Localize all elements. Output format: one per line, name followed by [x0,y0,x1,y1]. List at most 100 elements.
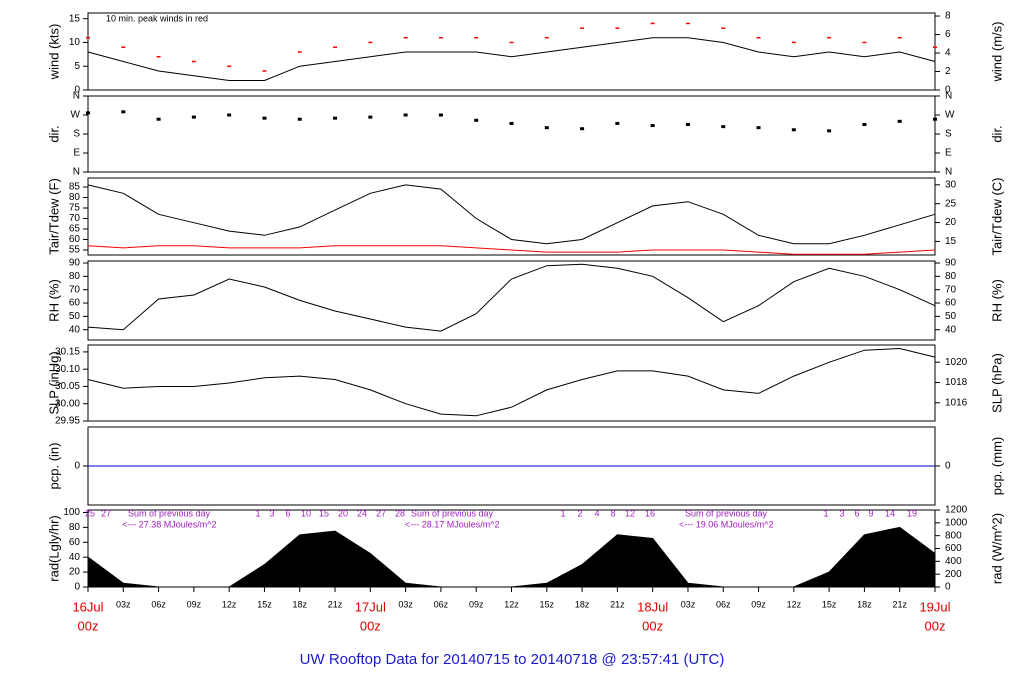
annotation: 10 min. peak winds in red [106,13,208,23]
y-axis-label: RH (%) [46,279,61,322]
x-tick-label: 12z [787,599,802,609]
y2-tick-label: N [945,91,952,102]
panel-frame [87,344,936,422]
dir-mark [438,113,443,117]
dir-mark [86,111,90,115]
y2-tick-label: 0 [945,85,951,96]
y2-tick-label: 30 [945,179,957,190]
hour-label: 6 [285,508,290,518]
y-tick-label: S [73,129,80,140]
y-tick-label: 80 [69,271,81,282]
dir-mark [827,129,832,133]
hour-label: 15 [319,508,329,518]
y2-tick-label: 0 [945,461,951,472]
y2-tick-label: 600 [945,543,962,554]
y-tick-label: 60 [69,298,81,309]
note-value: <--- 28.17 MJoules/m^2 [405,519,500,529]
hour-label: 1 [255,508,260,518]
y2-tick-label: 90 [945,258,957,269]
x-tick-label: 00z [642,618,663,633]
note-label: Sum of previous day [128,508,211,518]
dir-mark [933,117,937,121]
x-tick-label: 06z [716,599,731,609]
x-tick-label: 09z [751,599,766,609]
dir-mark [580,127,585,131]
y-axis-label: SLP (inHg) [46,351,61,414]
y-tick-label: 0 [74,582,80,593]
hour-label: 1 [823,508,828,518]
dir-mark [509,121,514,125]
y-tick-label: 65 [69,224,81,235]
y2-tick-label: W [945,110,955,121]
y2-tick-label: 400 [945,556,962,567]
y-tick-label: 30.05 [55,381,80,392]
x-tick-label: 00z [925,618,946,633]
hour-label: 4 [594,508,599,518]
y-tick-label: 100 [63,507,80,518]
y-tick-label: 90 [69,258,81,269]
dir-mark [544,126,549,130]
y2-tick-label: N [945,167,952,178]
x-tick-label: 03z [681,599,696,609]
y-tick-label: 60 [69,537,81,548]
dir-mark [333,116,338,120]
hour-label: 24 [357,508,367,518]
y2-tick-label: 6 [945,29,951,40]
hour-label: 14 [885,508,895,518]
dir-mark [121,110,126,114]
hour-label: 3 [269,508,274,518]
dir-mark [191,115,196,119]
dir-mark [403,113,408,117]
hour-label: 6 [854,508,859,518]
hour-label: 20 [338,508,348,518]
y2-tick-label: 70 [945,284,957,295]
hour-label: 10 [301,508,311,518]
hour-label: 19 [907,508,917,518]
y-tick-label: N [73,167,80,178]
y-tick-label: 80 [69,522,81,533]
hour-label: 27 [376,508,386,518]
panel-frame [87,12,936,91]
x-tick-label: 03z [398,599,413,609]
y-tick-label: 10 [69,37,81,48]
dir-mark [297,117,302,121]
dir-mark [897,119,902,123]
y-axis-label: pcp. (in) [46,443,61,490]
chart-title: UW Rooftop Data for 20140715 to 20140718… [300,651,725,668]
dir-mark [262,116,267,120]
y2-axis-label: wind (m/s) [989,22,1004,83]
y-tick-label: 80 [69,192,81,203]
day-label: 17Jul [355,599,386,614]
y-tick-label: W [71,110,81,121]
day-label: 19Jul [919,599,950,614]
x-tick-label: 18z [292,599,307,609]
dir-mark [685,123,690,126]
x-tick-label: 15z [540,599,555,609]
x-tick-label: 21z [892,599,907,609]
panel-frame [87,95,936,173]
y-tick-label: 30.10 [55,364,80,375]
day-label: 16Jul [72,599,103,614]
dir-mark [721,125,726,129]
hour-label: 25 [85,508,95,518]
y-tick-label: E [73,148,80,159]
y2-tick-label: 8 [945,11,951,22]
y2-tick-label: 40 [945,324,957,335]
y-tick-label: 30.00 [55,398,80,409]
y2-tick-label: 25 [945,198,957,209]
y-tick-label: 0 [74,461,80,472]
y2-tick-label: E [945,148,952,159]
hour-label: 3 [839,508,844,518]
y2-tick-label: 1020 [945,357,968,368]
x-tick-label: 09z [187,599,202,609]
y-tick-label: N [73,91,80,102]
y2-axis-label: Tair/Tdew (C) [989,177,1004,255]
y2-tick-label: 800 [945,530,962,541]
data-line [87,245,936,255]
x-tick-label: 21z [610,599,625,609]
y2-tick-label: 0 [945,582,951,593]
y-tick-label: 40 [69,552,81,563]
y2-tick-label: 15 [945,236,957,247]
y2-tick-label: S [945,129,952,140]
hour-label: 1 [560,508,565,518]
